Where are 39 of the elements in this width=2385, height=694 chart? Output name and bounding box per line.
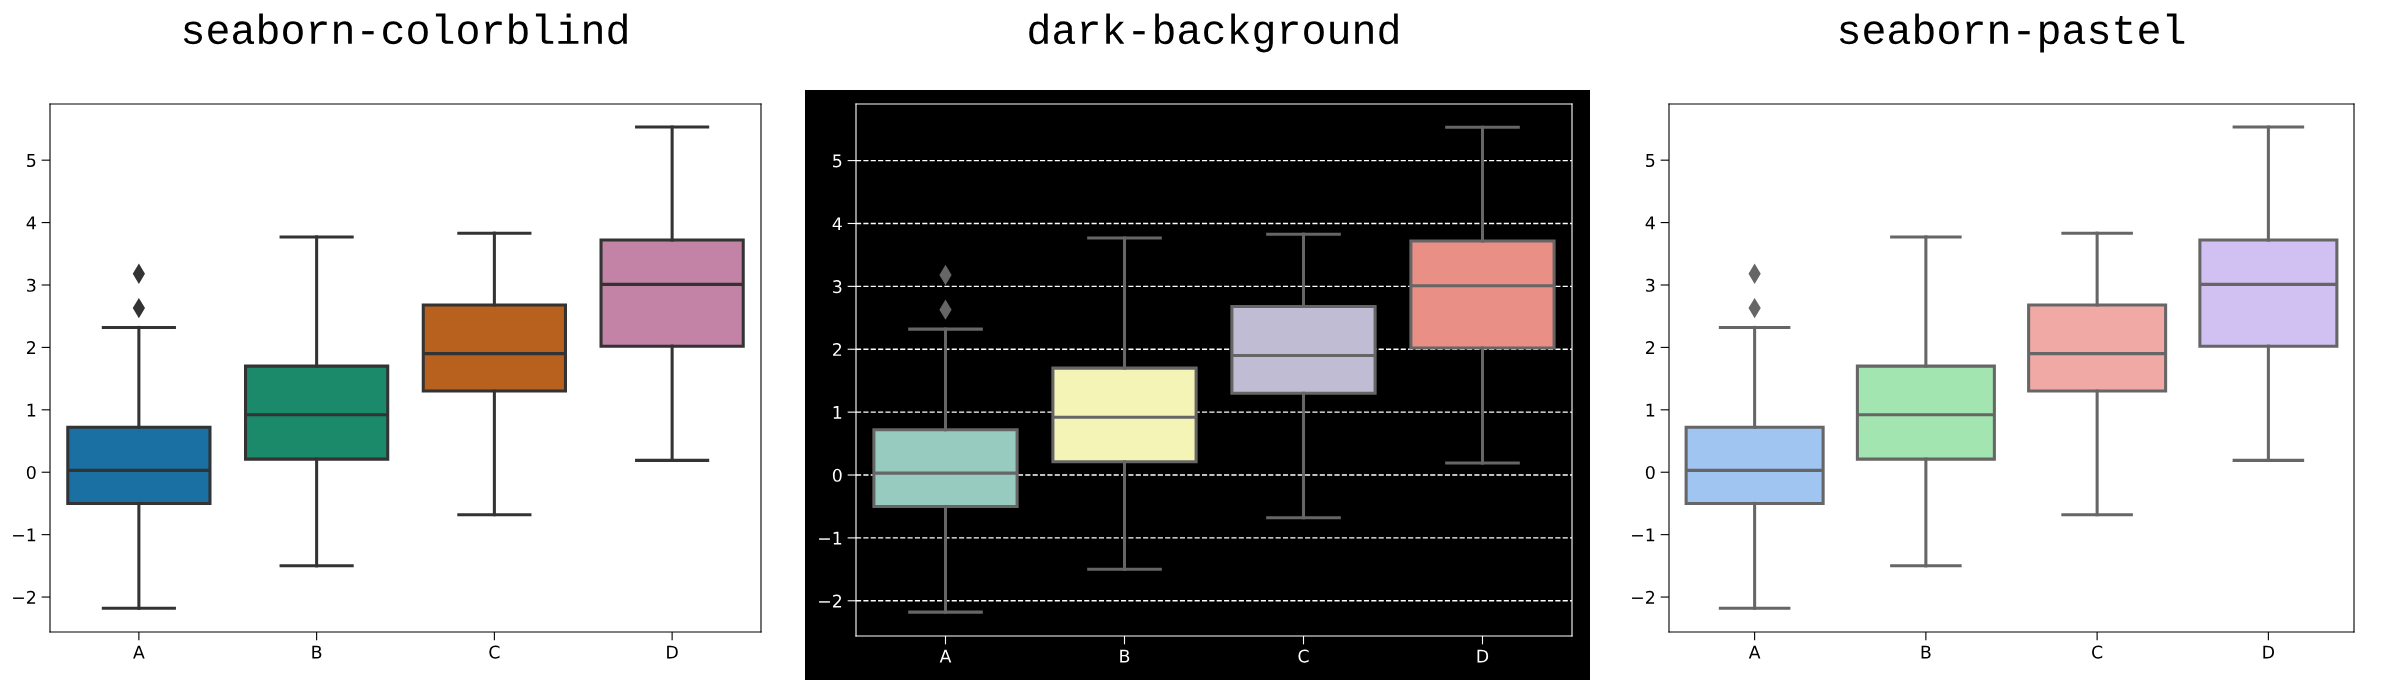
y-tick-label: −2 (1632, 590, 1655, 604)
chart-title: seaborn-colorblind (183, 13, 627, 45)
x-tick-label: D (667, 645, 678, 659)
x-tick-label: A (133, 645, 145, 659)
y-tick-label: 0 (1645, 465, 1655, 480)
chart-title: dark-background (1029, 13, 1398, 53)
y-tick-label: 2 (1646, 341, 1655, 354)
y-tick-label: 4 (26, 216, 36, 230)
x-tick-label: D (1477, 649, 1489, 663)
y-tick-label: 2 (27, 341, 36, 354)
x-tick-label: B (1120, 649, 1130, 663)
y-tick-label: −2 (819, 594, 842, 608)
x-tick-label: B (312, 645, 322, 659)
y-tick-label: 1 (27, 403, 36, 417)
y-tick-label: 4 (1645, 216, 1655, 230)
x-tick-label: D (2263, 645, 2275, 659)
chart-title: seaborn-pastel (1839, 13, 2185, 53)
y-tick-label: 1 (1646, 403, 1655, 417)
y-tick-label: −1 (13, 528, 36, 542)
y-tick-label: −2 (13, 590, 36, 604)
x-tick-label: B (1921, 645, 1931, 659)
y-tick-label: 0 (26, 465, 36, 480)
y-tick-label: 5 (1646, 154, 1655, 168)
x-tick-label: C (1298, 649, 1309, 663)
y-tick-label: 3 (1646, 278, 1655, 292)
x-tick-label: C (489, 645, 500, 659)
y-tick-label: 2 (833, 342, 842, 356)
y-tick-label: 5 (833, 154, 842, 168)
y-tick-label: −1 (819, 531, 842, 545)
x-tick-label: A (1748, 645, 1761, 659)
x-tick-label: A (939, 649, 952, 663)
y-tick-label: 1 (833, 406, 842, 419)
y-tick-label: 4 (832, 217, 842, 231)
y-tick-label: 0 (832, 468, 842, 482)
x-tick-label: C (2092, 645, 2103, 659)
y-tick-label: 5 (27, 154, 36, 168)
y-tick-label: 3 (27, 278, 36, 292)
y-tick-label: −1 (1632, 528, 1655, 542)
y-tick-label: 3 (833, 280, 842, 294)
